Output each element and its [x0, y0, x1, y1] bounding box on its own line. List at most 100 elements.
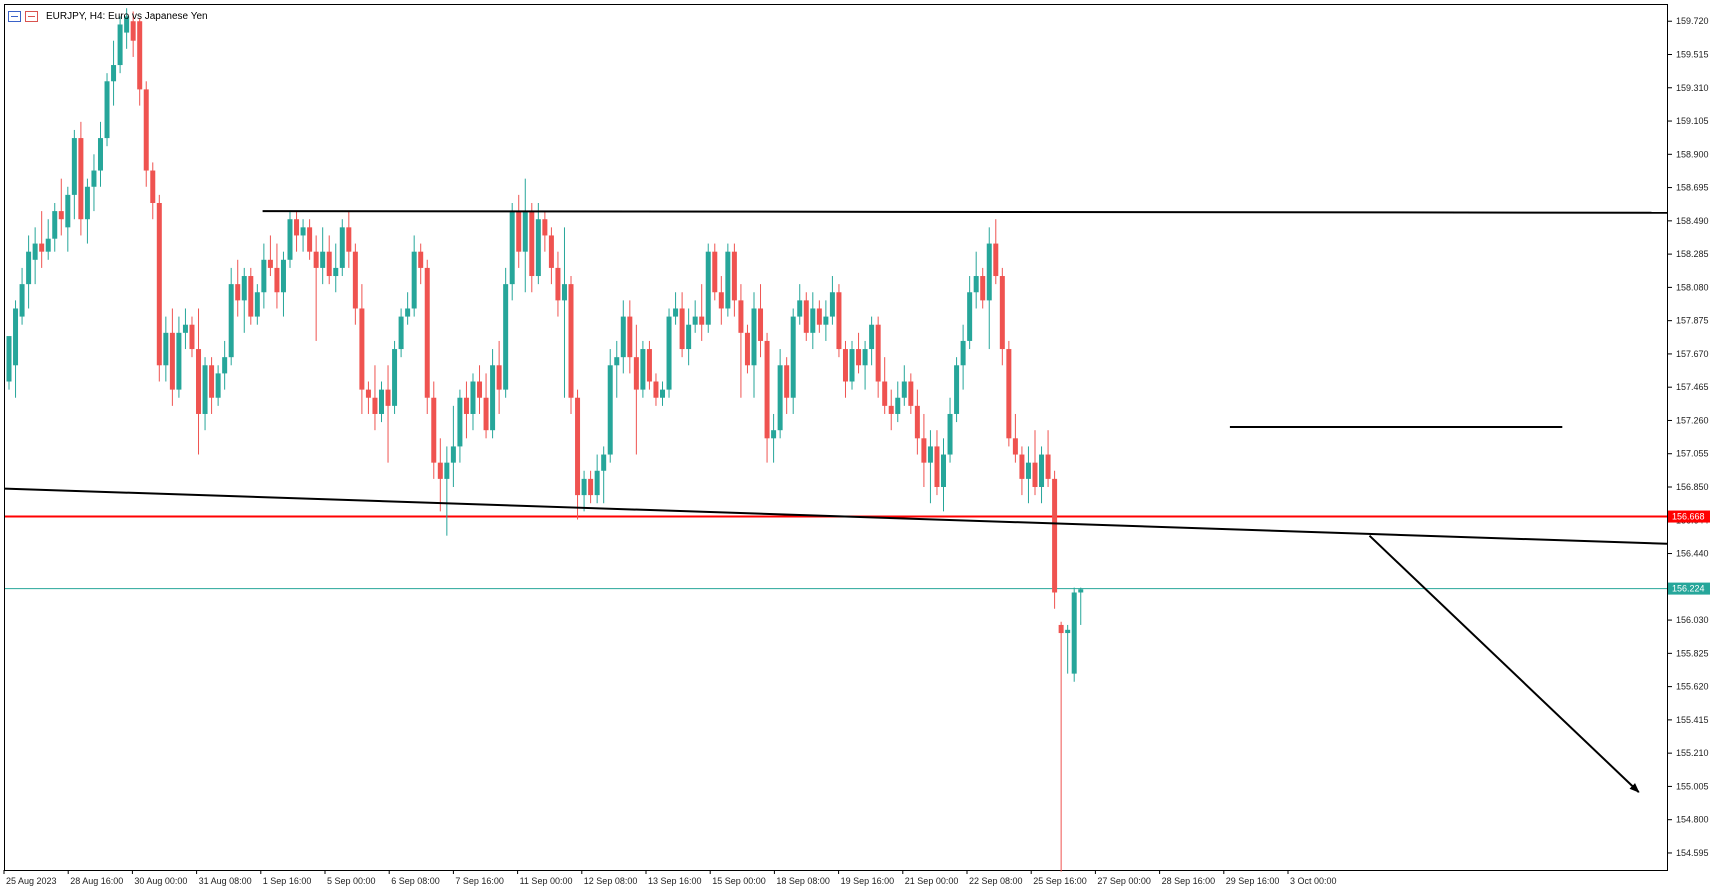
- candle-body: [32, 243, 38, 260]
- candle-body: [1019, 454, 1025, 479]
- candle-body: [790, 316, 796, 398]
- candle: [993, 219, 999, 285]
- candle: [614, 340, 620, 398]
- candle: [954, 357, 960, 423]
- candle-body: [653, 381, 659, 398]
- x-tick-label: 7 Sep 16:00: [455, 876, 504, 886]
- candle-body: [496, 365, 502, 390]
- candle-body: [927, 446, 933, 463]
- x-tick-label: 19 Sep 16:00: [841, 876, 895, 886]
- candle: [431, 381, 437, 479]
- candle-body: [921, 438, 927, 463]
- candle: [280, 251, 286, 317]
- candle: [1019, 446, 1025, 496]
- candle: [333, 243, 339, 293]
- candle: [424, 259, 430, 414]
- candle-body: [764, 340, 770, 439]
- candle-body: [169, 332, 175, 390]
- candle: [45, 219, 51, 260]
- candle-body: [993, 243, 999, 277]
- candle-body: [679, 308, 685, 350]
- candle: [78, 121, 84, 236]
- candle: [718, 276, 724, 325]
- candle: [261, 243, 267, 309]
- candle-body: [385, 389, 391, 406]
- candle-body: [797, 300, 803, 317]
- candle: [803, 292, 809, 341]
- candle-body: [535, 219, 541, 277]
- candle-body: [261, 259, 267, 293]
- candle-body: [673, 308, 679, 317]
- candle-body: [842, 349, 848, 382]
- candle: [725, 243, 731, 317]
- candle: [267, 235, 273, 277]
- candle-body: [561, 284, 567, 301]
- price-tag: 156.224: [1668, 582, 1710, 595]
- price-tag-label: 156.224: [1672, 584, 1705, 594]
- candle: [594, 454, 600, 504]
- candle: [156, 194, 162, 382]
- candle-body: [346, 227, 352, 252]
- candle-body: [150, 170, 156, 203]
- candle: [352, 243, 358, 325]
- candle-body: [111, 65, 117, 82]
- chart-window-alt-icon[interactable]: [25, 10, 38, 22]
- candle-body: [457, 397, 463, 447]
- candle: [19, 267, 25, 325]
- candle-body: [731, 251, 737, 301]
- candle-body: [222, 357, 228, 374]
- x-tick-label: 30 Aug 00:00: [134, 876, 187, 886]
- y-tick-label: 157.465: [1676, 382, 1709, 392]
- y-tick-label: 155.825: [1676, 648, 1709, 658]
- neckline[interactable]: [4, 487, 1668, 545]
- candle-body: [137, 21, 143, 90]
- candle-body: [967, 292, 973, 341]
- candle: [529, 202, 535, 293]
- x-tick-label: 1 Sep 16:00: [263, 876, 312, 886]
- candle-body: [588, 478, 594, 496]
- candle: [39, 211, 45, 268]
- candle: [790, 308, 796, 414]
- candle-body: [392, 349, 398, 406]
- candle-body: [542, 219, 548, 236]
- candle-body: [816, 308, 822, 325]
- candle-body: [882, 381, 888, 406]
- candle: [163, 316, 169, 382]
- candle-body: [908, 381, 914, 406]
- candle-body: [575, 397, 581, 496]
- candle-body: [646, 349, 652, 382]
- candle-body: [359, 308, 365, 390]
- candle-body: [307, 227, 313, 252]
- candle-body: [960, 340, 966, 366]
- plot-area-frame: [4, 4, 1668, 871]
- candle: [137, 17, 143, 106]
- candle-body: [26, 251, 32, 285]
- candle: [176, 316, 182, 398]
- candle-body: [294, 219, 300, 236]
- candle: [365, 381, 371, 414]
- y-tick-label: 159.515: [1676, 49, 1709, 59]
- resistance-line[interactable]: [262, 210, 1668, 214]
- candle-body: [463, 397, 469, 414]
- candle-body: [424, 267, 430, 398]
- candle: [71, 129, 77, 220]
- candle: [241, 267, 247, 333]
- price-tag-bg: [1668, 510, 1710, 523]
- chart-window-icon[interactable]: [8, 10, 21, 22]
- candle: [65, 186, 71, 252]
- candle-body: [594, 470, 600, 496]
- candle-body: [725, 251, 731, 309]
- y-tick-label: 156.030: [1676, 615, 1709, 625]
- candle-body: [352, 251, 358, 309]
- candle: [901, 365, 907, 406]
- candle: [1025, 446, 1031, 504]
- candle-body: [705, 251, 711, 325]
- candle-body: [947, 413, 953, 455]
- candle-body: [607, 365, 613, 455]
- bearish-projection-arrow[interactable]: [1368, 534, 1640, 793]
- candle-body: [254, 292, 260, 317]
- candle: [980, 267, 986, 309]
- candle-body: [744, 332, 750, 366]
